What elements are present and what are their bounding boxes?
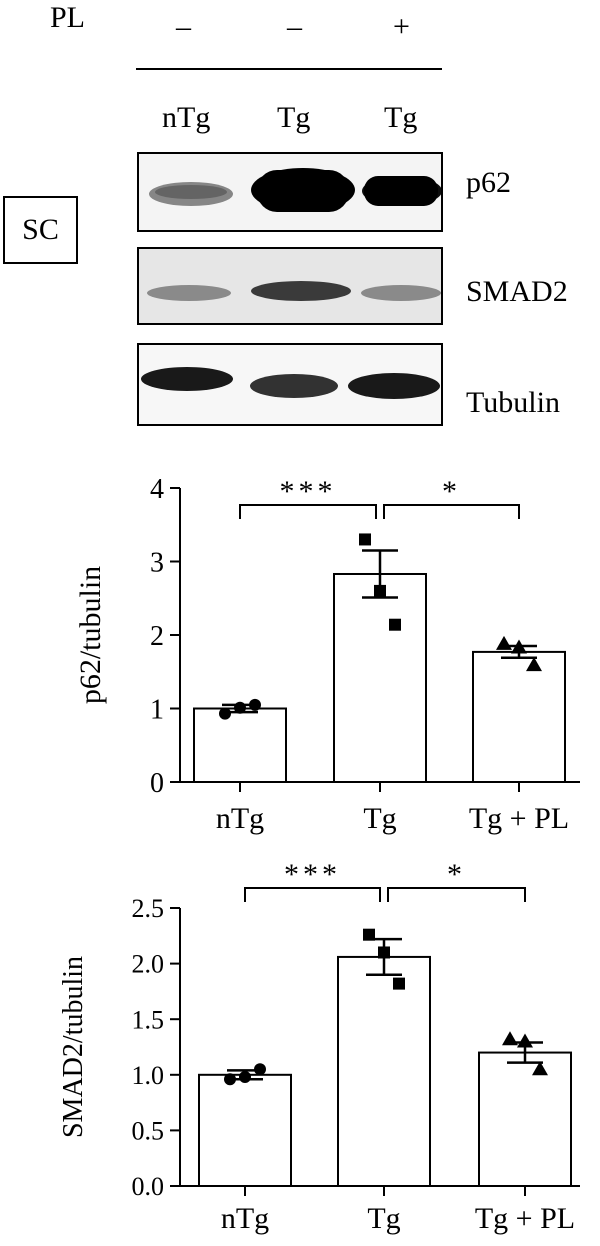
y-tick-label: 0.5 xyxy=(132,1117,165,1146)
x-tick-label: nTg xyxy=(221,1202,269,1235)
treatment-value: + xyxy=(393,10,410,43)
data-point xyxy=(363,928,375,941)
y-axis-label: SMAD2/tubulin xyxy=(58,956,89,1138)
significance-label: * xyxy=(447,860,466,891)
data-point xyxy=(532,1061,548,1076)
significance-bracket xyxy=(239,504,377,519)
lane-label: Tg xyxy=(277,101,311,134)
bar xyxy=(193,707,287,783)
chart-smad2: 0.0 0.5 1.0 1.5 2.0 2.5 SMAD2/tubulin nTg Tg Tg +… xyxy=(58,860,580,1235)
data-point xyxy=(359,533,371,546)
y-tick-label: 2.5 xyxy=(132,894,165,923)
data-point xyxy=(239,1071,251,1084)
data-point xyxy=(224,1073,236,1086)
bar xyxy=(472,650,566,783)
blot-smad2 xyxy=(137,247,443,325)
lane-label: Tg xyxy=(384,101,418,134)
blot-tubulin xyxy=(137,343,443,426)
bar xyxy=(333,572,427,784)
data-point xyxy=(389,618,401,631)
bar xyxy=(198,1073,292,1187)
blot-smad2-bands xyxy=(139,249,441,323)
data-point xyxy=(517,1033,533,1048)
data-point xyxy=(393,977,405,990)
blot-p62-bands xyxy=(139,154,441,230)
y-tick-label: 0.0 xyxy=(132,1172,165,1201)
x-tick-label: Tg + PL xyxy=(475,1202,575,1235)
blot-label: p62 xyxy=(466,166,511,199)
y-tick-label: 4 xyxy=(150,474,164,505)
significance-label: *** xyxy=(284,860,341,891)
y-tick-label: 3 xyxy=(150,547,164,578)
bar xyxy=(478,1051,572,1187)
data-point xyxy=(234,701,246,714)
lane-label: nTg xyxy=(162,101,211,134)
blot-label: Tubulin xyxy=(466,386,560,419)
significance-bracket xyxy=(387,887,526,902)
data-point xyxy=(511,639,527,654)
data-point xyxy=(254,1063,266,1076)
data-point xyxy=(374,584,386,597)
data-point xyxy=(526,657,542,672)
y-tick-label: 1.5 xyxy=(132,1005,165,1034)
x-tick-label: Tg xyxy=(363,802,396,835)
tissue-label: SC xyxy=(22,213,59,246)
bar xyxy=(337,955,431,1188)
x-tick-label: Tg xyxy=(367,1202,400,1235)
significance-bracket xyxy=(383,504,520,519)
blot-tubulin-bands xyxy=(139,345,441,424)
y-tick-label: 2 xyxy=(150,621,164,652)
treatment-divider xyxy=(136,68,442,70)
x-tick-label: Tg + PL xyxy=(469,802,569,835)
significance-bracket xyxy=(244,887,381,902)
significance-label: * xyxy=(442,475,461,508)
data-point xyxy=(249,698,261,711)
blot-label: SMAD2 xyxy=(466,275,568,308)
data-point xyxy=(496,635,512,650)
treatment-value: – xyxy=(287,10,302,43)
y-axis-label: p62/tubulin xyxy=(74,566,107,704)
data-point xyxy=(502,1031,518,1046)
x-tick-label: nTg xyxy=(216,802,264,835)
treatment-label: PL xyxy=(50,1,86,34)
tissue-label-box: SC xyxy=(3,196,78,264)
significance-label: *** xyxy=(280,475,337,508)
y-tick-label: 2.0 xyxy=(132,950,165,979)
y-tick-label: 1.0 xyxy=(132,1061,165,1090)
data-point xyxy=(219,707,231,720)
blot-p62 xyxy=(137,152,443,232)
treatment-value: – xyxy=(176,10,191,43)
y-tick-label: 0 xyxy=(150,768,164,799)
data-point xyxy=(378,946,390,959)
y-tick-label: 1 xyxy=(150,694,164,725)
